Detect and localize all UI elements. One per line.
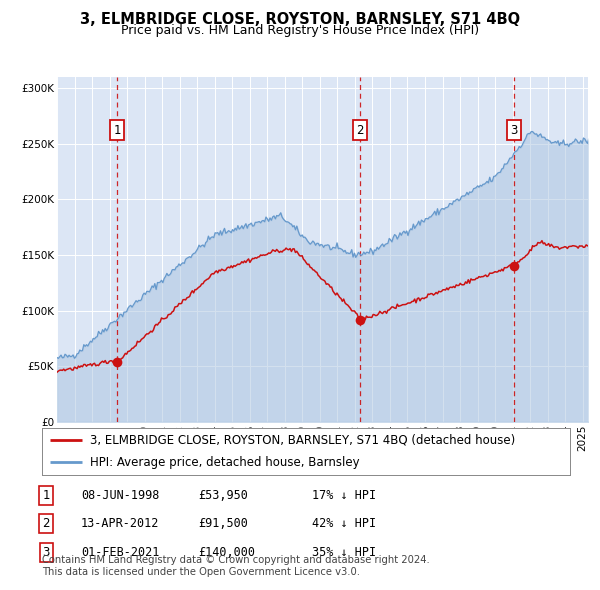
- Text: 35% ↓ HPI: 35% ↓ HPI: [312, 546, 376, 559]
- Text: £140,000: £140,000: [198, 546, 255, 559]
- Text: HPI: Average price, detached house, Barnsley: HPI: Average price, detached house, Barn…: [89, 455, 359, 468]
- Text: 42% ↓ HPI: 42% ↓ HPI: [312, 517, 376, 530]
- Text: 1: 1: [43, 489, 50, 502]
- Text: Contains HM Land Registry data © Crown copyright and database right 2024.
This d: Contains HM Land Registry data © Crown c…: [42, 555, 430, 577]
- Text: Price paid vs. HM Land Registry's House Price Index (HPI): Price paid vs. HM Land Registry's House …: [121, 24, 479, 37]
- Text: 3: 3: [43, 546, 50, 559]
- Text: 17% ↓ HPI: 17% ↓ HPI: [312, 489, 376, 502]
- Text: 3, ELMBRIDGE CLOSE, ROYSTON, BARNSLEY, S71 4BQ (detached house): 3, ELMBRIDGE CLOSE, ROYSTON, BARNSLEY, S…: [89, 434, 515, 447]
- Text: 3, ELMBRIDGE CLOSE, ROYSTON, BARNSLEY, S71 4BQ: 3, ELMBRIDGE CLOSE, ROYSTON, BARNSLEY, S…: [80, 12, 520, 27]
- Text: £91,500: £91,500: [198, 517, 248, 530]
- Text: 01-FEB-2021: 01-FEB-2021: [81, 546, 160, 559]
- Text: 2: 2: [43, 517, 50, 530]
- Text: 2: 2: [356, 124, 364, 137]
- Text: 3: 3: [511, 124, 518, 137]
- Text: £53,950: £53,950: [198, 489, 248, 502]
- Text: 08-JUN-1998: 08-JUN-1998: [81, 489, 160, 502]
- Text: 1: 1: [113, 124, 121, 137]
- Text: 13-APR-2012: 13-APR-2012: [81, 517, 160, 530]
